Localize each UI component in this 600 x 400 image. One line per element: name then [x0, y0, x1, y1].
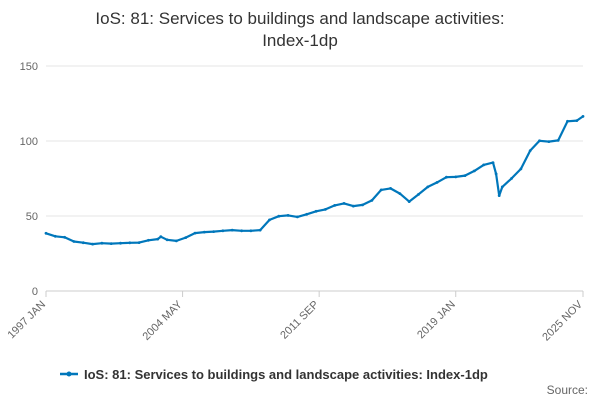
data-point	[63, 235, 66, 239]
data-point	[417, 193, 420, 196]
data-point	[500, 185, 504, 189]
grid-layer	[46, 65, 583, 217]
data-point	[258, 228, 262, 232]
data-point	[91, 242, 94, 246]
source-label: Source:	[547, 383, 588, 397]
legend-label: IoS: 81: Services to buildings and lands…	[84, 367, 488, 382]
data-point	[221, 229, 225, 233]
y-tick-label: 100	[20, 136, 38, 148]
data-point	[538, 139, 541, 143]
chart-title-line-2: Index-1dp	[262, 31, 338, 50]
data-point	[81, 241, 85, 245]
data-point	[212, 230, 216, 234]
data-point	[445, 175, 448, 179]
data-point	[333, 204, 337, 207]
x-tick-label: 2011 SEP	[278, 299, 321, 342]
chart-title-line-1: IoS: 81: Services to buildings and lands…	[95, 9, 504, 28]
data-point	[175, 239, 178, 243]
data-point	[305, 212, 309, 216]
legend-dot-marker	[66, 371, 72, 377]
data-point	[547, 140, 551, 144]
data-point	[193, 231, 197, 235]
data-point	[119, 241, 122, 245]
x-tick-label: 2004 MAY	[140, 298, 185, 343]
data-point	[324, 208, 327, 211]
data-point	[370, 199, 374, 202]
data-point	[379, 188, 383, 192]
data-point	[497, 194, 501, 198]
data-point	[454, 175, 458, 179]
data-point	[230, 228, 234, 232]
data-point	[72, 240, 76, 243]
axis-layer: 0 50 100 150 1997 JAN 2004 MAY 2011 SEP 2019 JA…	[5, 61, 585, 343]
data-point	[44, 231, 48, 235]
data-point	[361, 203, 364, 207]
data-point	[463, 174, 467, 178]
data-point	[202, 230, 206, 234]
data-point	[426, 185, 430, 189]
data-point	[156, 237, 160, 241]
x-tick-label: 2025 NOV	[540, 298, 585, 343]
data-point	[184, 236, 188, 240]
data-point	[268, 218, 271, 222]
data-point	[147, 238, 150, 242]
data-point	[473, 169, 476, 173]
y-tick-label: 50	[26, 211, 38, 223]
data-point	[314, 209, 318, 213]
data-point	[128, 241, 132, 245]
data-point	[528, 149, 532, 153]
y-tick-label: 150	[20, 61, 38, 73]
data-point	[277, 214, 281, 218]
data-point	[556, 139, 560, 142]
data-point	[109, 242, 113, 246]
data-point	[240, 229, 244, 233]
y-tick-label: 0	[32, 286, 38, 298]
data-point	[491, 161, 495, 165]
data-point	[342, 202, 346, 205]
data-point	[351, 204, 355, 208]
data-point	[575, 119, 579, 122]
data-point	[581, 115, 585, 118]
series-line	[45, 115, 584, 246]
data-point	[296, 215, 299, 219]
data-point	[137, 241, 141, 245]
x-tick-label: 1997 JAN	[5, 299, 48, 342]
data-point	[165, 238, 169, 242]
data-point	[249, 229, 253, 233]
data-point	[435, 181, 439, 184]
data-point	[398, 192, 402, 196]
data-point	[53, 234, 57, 238]
data-point	[407, 200, 411, 204]
data-point	[519, 167, 523, 171]
data-point	[494, 172, 498, 176]
data-point	[159, 235, 163, 239]
data-point	[510, 177, 513, 180]
data-point	[566, 119, 569, 123]
data-point	[482, 163, 486, 167]
data-point	[100, 241, 104, 245]
legend[interactable]: IoS: 81: Services to buildings and lands…	[60, 367, 488, 382]
series-layer	[44, 115, 585, 246]
x-tick-label: 2019 JAN	[415, 299, 458, 342]
data-point	[389, 187, 392, 190]
data-point	[286, 214, 290, 217]
